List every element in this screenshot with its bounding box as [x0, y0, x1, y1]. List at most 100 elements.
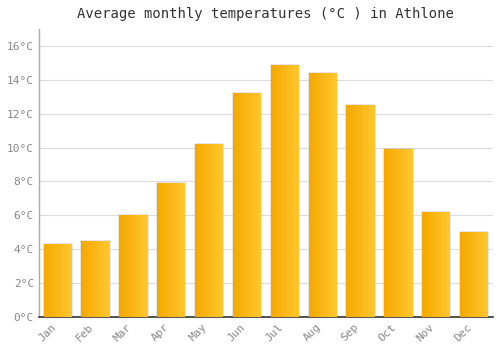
Bar [313, 73, 314, 317]
Bar [476, 232, 477, 317]
Bar [252, 93, 254, 317]
Bar [66, 244, 68, 317]
Bar [102, 241, 104, 317]
Bar [166, 183, 167, 317]
Bar [387, 149, 388, 317]
Bar [90, 241, 92, 317]
Bar [286, 65, 288, 317]
Bar [45, 244, 46, 317]
Bar [68, 244, 69, 317]
Bar [119, 215, 120, 317]
Bar [64, 244, 65, 317]
Bar [82, 241, 110, 317]
Bar [366, 105, 368, 317]
Bar [482, 232, 484, 317]
Bar [128, 215, 129, 317]
Bar [65, 244, 66, 317]
Bar [410, 149, 411, 317]
Bar [204, 144, 205, 317]
Bar [274, 65, 275, 317]
Bar [176, 183, 177, 317]
Bar [50, 244, 52, 317]
Bar [181, 183, 182, 317]
Bar [364, 105, 365, 317]
Bar [411, 149, 412, 317]
Bar [436, 212, 438, 317]
Bar [58, 244, 59, 317]
Title: Average monthly temperatures (°C ) in Athlone: Average monthly temperatures (°C ) in At… [78, 7, 454, 21]
Bar [349, 105, 350, 317]
Bar [69, 244, 70, 317]
Bar [135, 215, 136, 317]
Bar [289, 65, 290, 317]
Bar [356, 105, 358, 317]
Bar [396, 149, 397, 317]
Bar [240, 93, 242, 317]
Bar [449, 212, 450, 317]
Bar [140, 215, 142, 317]
Bar [199, 144, 200, 317]
Bar [144, 215, 145, 317]
Bar [170, 183, 172, 317]
Bar [358, 105, 359, 317]
Bar [279, 65, 280, 317]
Bar [174, 183, 176, 317]
Bar [238, 93, 240, 317]
Bar [292, 65, 294, 317]
Bar [70, 244, 72, 317]
Bar [212, 144, 214, 317]
Bar [172, 183, 174, 317]
Bar [317, 73, 318, 317]
Bar [132, 215, 134, 317]
Bar [334, 73, 336, 317]
Bar [196, 144, 198, 317]
Bar [445, 212, 446, 317]
Bar [280, 65, 282, 317]
Bar [92, 241, 94, 317]
Bar [392, 149, 394, 317]
Bar [94, 241, 96, 317]
Bar [97, 241, 98, 317]
Bar [468, 232, 470, 317]
Bar [108, 241, 110, 317]
Bar [288, 65, 289, 317]
Bar [275, 65, 276, 317]
Bar [400, 149, 402, 317]
Bar [406, 149, 407, 317]
Bar [480, 232, 481, 317]
Bar [60, 244, 62, 317]
Bar [220, 144, 222, 317]
Bar [120, 215, 122, 317]
Bar [424, 212, 425, 317]
Bar [242, 93, 244, 317]
Bar [98, 241, 100, 317]
Bar [55, 244, 56, 317]
Bar [484, 232, 486, 317]
Bar [206, 144, 208, 317]
Bar [270, 65, 272, 317]
Bar [478, 232, 480, 317]
Bar [134, 215, 135, 317]
Bar [177, 183, 178, 317]
Bar [124, 215, 125, 317]
Bar [276, 65, 278, 317]
Bar [467, 232, 468, 317]
Bar [182, 183, 184, 317]
Bar [214, 144, 215, 317]
Bar [428, 212, 429, 317]
Bar [163, 183, 164, 317]
Bar [384, 149, 412, 317]
Bar [195, 144, 224, 317]
Bar [295, 65, 296, 317]
Bar [285, 65, 286, 317]
Bar [210, 144, 212, 317]
Bar [402, 149, 404, 317]
Bar [426, 212, 428, 317]
Bar [82, 241, 83, 317]
Bar [290, 65, 292, 317]
Bar [460, 232, 488, 317]
Bar [394, 149, 396, 317]
Bar [477, 232, 478, 317]
Bar [146, 215, 148, 317]
Bar [282, 65, 284, 317]
